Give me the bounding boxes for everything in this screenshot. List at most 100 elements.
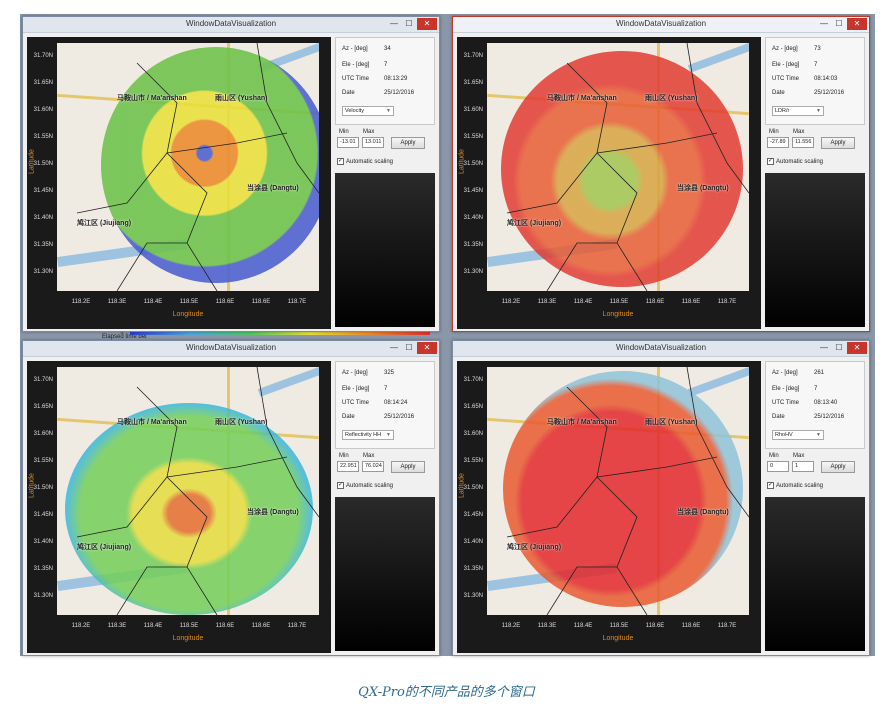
max-input[interactable]: 76.024 [362,461,384,472]
base-map[interactable]: 马鞍山市 / Ma'anshan 雨山区 (Yushan) 当涂县 (Dangt… [487,43,749,291]
max-input[interactable]: 13.011 [362,137,384,148]
scan-info-box: Az - [deg] 73 Ele - [deg] 7 UTC Time 08:… [765,37,865,125]
longitude-tick-label: 118.4E [573,623,593,629]
control-panel: Az - [deg] 325 Ele - [deg] 7 UTC Time 08… [335,361,437,653]
radar-sweep [501,51,743,287]
background-colorbar [130,330,430,335]
window-title: WindowDataVisualization [615,19,707,28]
window-titlebar[interactable]: WindowDataVisualization — ☐ ✕ [23,17,439,33]
scan-info-box: Az - [deg] 34 Ele - [deg] 7 UTC Time 08:… [335,37,435,125]
longitude-tick-label: 118.7E [287,299,307,305]
latitude-tick-label: 31.35N [463,242,483,248]
longitude-tick-label: 118.3E [107,623,127,629]
product-select[interactable]: LDR/r ▼ [772,106,824,116]
map-label-yushan: 雨山区 (Yushan) [645,419,698,426]
data-visualization-window-w2[interactable]: WindowDataVisualization — ☐ ✕ Latitude 3… [452,16,870,332]
date-value: 25/12/2016 [814,414,845,420]
window-titlebar[interactable]: WindowDataVisualization — ☐ ✕ [453,341,869,357]
product-select-value: Reflectivity HH [345,432,382,438]
automatic-scaling-checkbox[interactable]: ✓ Automatic scaling [337,158,393,165]
min-input[interactable]: -13.01 [337,137,359,148]
max-input[interactable]: 11.556 [792,137,814,148]
latitude-axis: Latitude 31.70N 31.65N 31.60N 31.55N 31.50N 3… [457,367,487,615]
apply-button[interactable]: Apply [821,461,855,473]
checkbox-icon[interactable]: ✓ [337,482,344,489]
control-panel: Az - [deg] 73 Ele - [deg] 7 UTC Time 08:… [765,37,867,329]
radar-plot[interactable]: Latitude 31.70N 31.65N 31.60N 31.55N 31.50N 3… [27,361,331,653]
latitude-tick-label: 31.50N [463,485,483,491]
latitude-tick-label: 31.55N [463,458,483,464]
min-input[interactable]: -27.89 [767,137,789,148]
radar-plot[interactable]: Latitude 31.70N 31.65N 31.60N 31.55N 31.50N 3… [27,37,331,329]
scan-info-box: Az - [deg] 325 Ele - [deg] 7 UTC Time 08… [335,361,435,449]
latitude-tick-label: 31.45N [33,188,53,194]
maximize-button[interactable]: ☐ [835,19,843,28]
automatic-scaling-checkbox[interactable]: ✓ Automatic scaling [767,158,823,165]
chevron-down-icon: ▼ [386,108,391,114]
checkbox-icon[interactable]: ✓ [767,482,774,489]
date-value: 25/12/2016 [814,90,845,96]
longitude-tick-label: 118.7E [717,623,737,629]
base-map[interactable]: 马鞍山市 / Ma'anshan 雨山区 (Yushan) 当涂县 (Dangt… [57,43,319,291]
data-visualization-window-w4[interactable]: WindowDataVisualization — ☐ ✕ Latitude 3… [452,340,870,656]
latitude-tick-label: 31.45N [463,188,483,194]
product-select[interactable]: Velocity ▼ [342,106,394,116]
max-input[interactable]: 1 [792,461,814,472]
window-titlebar[interactable]: WindowDataVisualization — ☐ ✕ [23,341,439,357]
radar-plot[interactable]: Latitude 31.70N 31.65N 31.60N 31.55N 31.50N 3… [457,361,761,653]
longitude-tick-label: 118.5E [179,299,199,305]
latitude-tick-label: 31.65N [33,404,53,410]
close-button[interactable]: ✕ [847,18,867,30]
automatic-scaling-checkbox[interactable]: ✓ Automatic scaling [767,482,823,489]
min-input[interactable]: 0 [767,461,789,472]
maximize-button[interactable]: ☐ [405,343,413,352]
minimize-button[interactable]: — [390,343,398,352]
apply-button[interactable]: Apply [391,137,425,149]
close-button[interactable]: ✕ [847,342,867,354]
longitude-tick-label: 118.5E [609,299,629,305]
longitude-axis: Longitude 118.2E 118.3E 118.4E 118.5E 118.6E… [487,615,749,651]
apply-button[interactable]: Apply [391,461,425,473]
azimuth-label: Az - [deg] [772,46,798,52]
azimuth-value: 325 [384,370,395,376]
base-map[interactable]: 马鞍山市 / Ma'anshan 雨山区 (Yushan) 当涂县 (Dangt… [57,367,319,615]
color-legend-panel [335,173,435,327]
product-select[interactable]: RhoHV ▼ [772,430,824,440]
maximize-button[interactable]: ☐ [405,19,413,28]
latitude-tick-label: 31.35N [33,566,53,572]
latitude-tick-label: 31.70N [33,53,53,59]
close-button[interactable]: ✕ [417,342,437,354]
latitude-tick-label: 31.40N [463,215,483,221]
product-select[interactable]: Reflectivity HH ▼ [342,430,394,440]
radar-plot[interactable]: Latitude 31.70N 31.65N 31.60N 31.55N 31.50N 3… [457,37,761,329]
azimuth-label: Az - [deg] [342,46,368,52]
map-label-jiujiang: 鸠江区 (Jiujiang) [77,544,132,551]
min-label: Min [769,453,779,459]
base-map[interactable]: 马鞍山市 / Ma'anshan 雨山区 (Yushan) 当涂县 (Dangt… [487,367,749,615]
checkbox-icon[interactable]: ✓ [337,158,344,165]
color-legend-panel [335,497,435,651]
longitude-tick-label: 118.6E [215,299,235,305]
window-title: WindowDataVisualization [615,343,707,352]
checkbox-icon[interactable]: ✓ [767,158,774,165]
map-label-maanshan: 马鞍山市 / Ma'anshan [547,95,617,102]
azimuth-label: Az - [deg] [342,370,368,376]
minimize-button[interactable]: — [390,19,398,28]
minimize-button[interactable]: — [820,19,828,28]
elevation-label: Ele - [deg] [772,62,800,68]
close-button[interactable]: ✕ [417,18,437,30]
apply-button[interactable]: Apply [821,137,855,149]
minimize-button[interactable]: — [820,343,828,352]
maximize-button[interactable]: ☐ [835,343,843,352]
window-titlebar[interactable]: WindowDataVisualization — ☐ ✕ [453,17,869,33]
automatic-scaling-checkbox[interactable]: ✓ Automatic scaling [337,482,393,489]
min-input[interactable]: 22.951 [337,461,359,472]
data-visualization-window-w3[interactable]: WindowDataVisualization — ☐ ✕ Latitude 3… [22,340,440,656]
map-label-jiujiang: 鸠江区 (Jiujiang) [507,220,562,227]
latitude-tick-label: 31.65N [463,80,483,86]
longitude-axis: Longitude 118.2E 118.3E 118.4E 118.5E 118.6E… [57,291,319,327]
latitude-tick-label: 31.40N [33,539,53,545]
data-visualization-window-w1[interactable]: WindowDataVisualization — ☐ ✕ Latitude 3… [22,16,440,332]
latitude-tick-label: 31.70N [463,377,483,383]
